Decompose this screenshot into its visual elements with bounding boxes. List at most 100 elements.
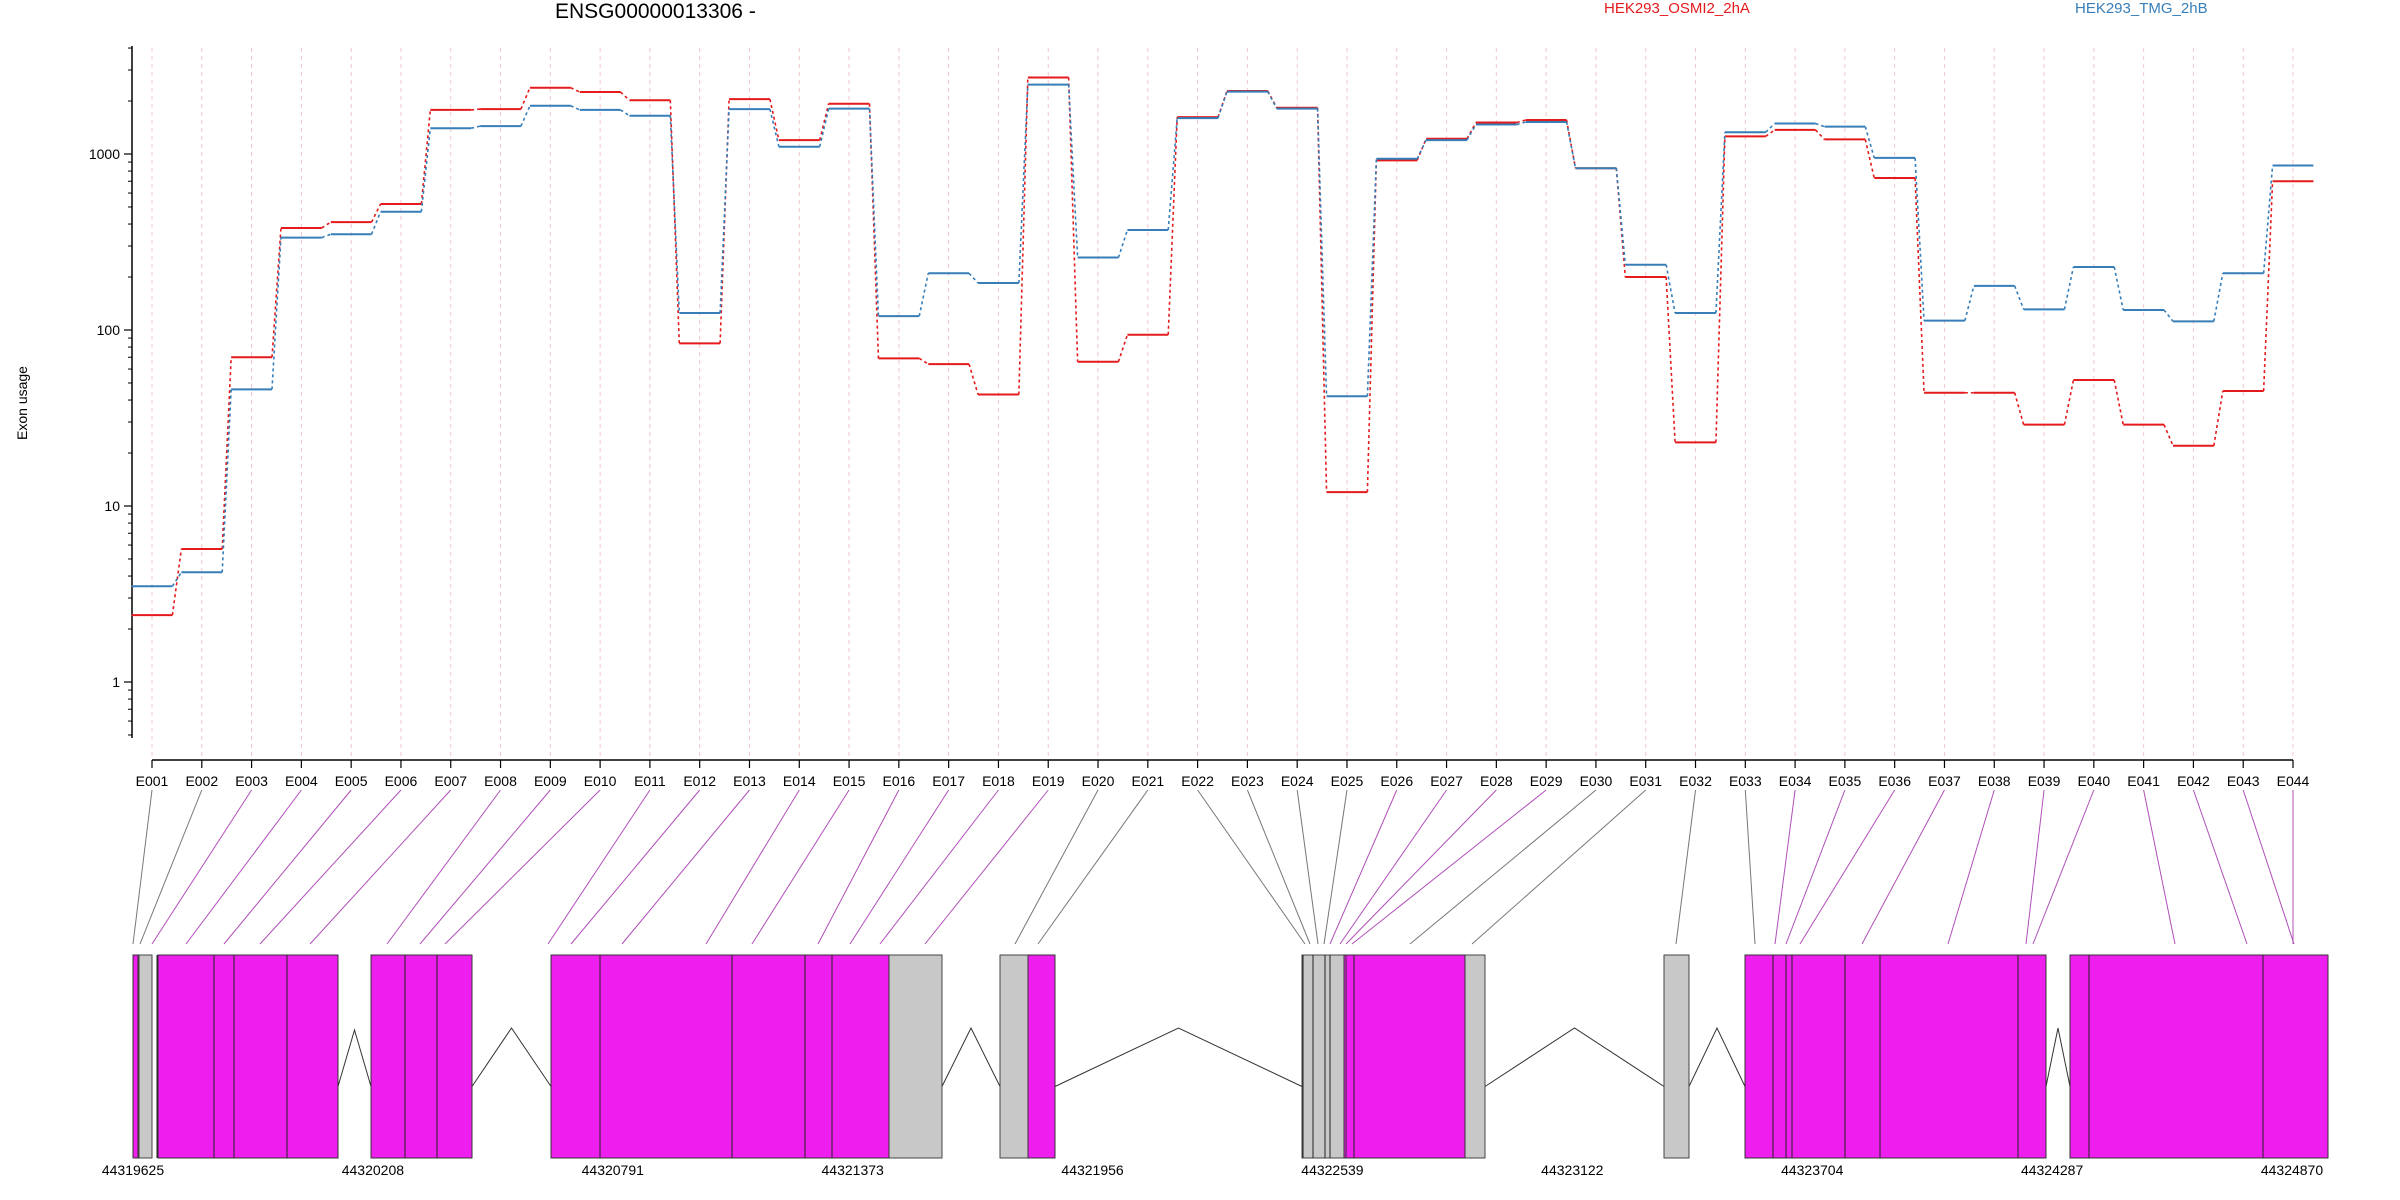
series-osmi-connector [1167,117,1178,335]
series-tmg-connector [620,109,630,117]
series-osmi-connector [1864,139,1876,179]
exon-map-line [1351,789,1547,945]
exon-map-line [1345,789,1497,945]
series-osmi-connector [171,548,183,616]
x-tick-label: E017 [932,773,965,789]
series-tmg-connector [719,109,730,313]
x-tick-label: E038 [1978,773,2011,789]
series-tmg-connector [470,125,481,130]
exon-map-line [547,789,651,945]
x-tick-label: E043 [2227,773,2260,789]
x-tick-label: E037 [1928,773,1961,789]
series-osmi-connector [520,87,531,110]
series-tmg-connector [769,108,780,147]
x-tick-label: E011 [634,773,666,789]
series-tmg-connector [420,128,432,212]
series-osmi-connector [2013,392,2025,425]
intron-line [2045,1027,2071,1087]
x-tick-label: E008 [484,773,517,789]
noncoding-exon-block [999,954,1029,1159]
series-tmg-connector [1018,84,1029,284]
series-tmg-connector [1765,122,1776,133]
series-tmg-connector [520,105,531,127]
exon-map-line [1323,789,1348,945]
x-tick-label: E026 [1380,773,1413,789]
series-osmi-connector [2163,424,2174,447]
coding-exon-block [550,954,890,1159]
exon-map-line [924,789,1049,945]
series-osmi-connector [1765,129,1776,137]
legend-series-osmi: HEK293_OSMI2_2hA [1604,0,1750,17]
exon-map-line [2192,789,2248,945]
exon-map-line [879,789,999,945]
series-osmi-connector [420,109,432,205]
exon-map-line [259,789,402,945]
x-tick-label: E020 [1082,773,1115,789]
exon-map-line [1799,789,1896,945]
exon-map-line [1744,789,1756,945]
exon-map-line [1296,789,1319,945]
x-tick-label: E044 [2277,773,2310,789]
noncoding-exon-block [1663,954,1690,1159]
series-osmi-connector [769,98,780,141]
series-tmg-connector [968,272,979,284]
series-osmi-connector [221,357,232,550]
genomic-coordinate-label: 44321373 [822,1162,885,1178]
exon-map-line [223,789,352,945]
exon-map-line [309,789,452,945]
x-tick-label: E010 [584,773,617,789]
x-tick-label: E015 [833,773,866,789]
x-tick-label: E027 [1430,773,1463,789]
genomic-coordinate-label: 44320791 [582,1162,645,1178]
legend-series-tmg: HEK293_TMG_2hB [2075,0,2208,17]
exon-map-line [621,789,750,945]
y-tick-label: 1000 [89,146,120,162]
series-osmi-connector [1814,129,1826,140]
series-osmi-connector [1466,122,1477,140]
exon-map-line [1037,789,1149,945]
exon-map-line [2242,789,2295,945]
series-tmg-connector [2213,273,2224,322]
exon-map-line [705,789,800,945]
series-osmi-connector [669,100,681,344]
x-tick-label: E041 [2127,773,2160,789]
x-tick-label: E021 [1131,773,1164,789]
series-tmg-connector [2113,266,2124,311]
series-osmi-connector [1117,334,1129,363]
series-osmi-connector [619,91,631,101]
intron-line [941,1026,1001,1087]
noncoding-exon-block [888,954,943,1159]
genomic-coordinate-label: 44324870 [2261,1162,2324,1178]
y-tick-label: 10 [104,498,120,514]
genomic-coordinate-label: 44324287 [2021,1162,2084,1178]
exon-map-line [1675,789,1697,945]
exon-map-line [849,789,950,945]
x-tick-label: E042 [2177,773,2210,789]
x-tick-label: E031 [1629,773,1662,789]
series-tmg-connector [370,211,382,235]
exon-map-line [1197,789,1306,945]
genomic-coordinate-label: 44319625 [102,1162,165,1178]
series-osmi-connector [271,227,282,358]
exon-map-line [1409,789,1597,945]
intron-line [1054,1027,1303,1087]
series-tmg-connector [918,273,930,317]
series-tmg-connector [1565,121,1577,169]
series-tmg-connector [1715,132,1726,313]
coding-exon-block [132,954,139,1159]
x-tick-label: E004 [285,773,318,789]
y-tick-label: 1 [112,674,120,690]
exon-map-line [139,789,203,945]
series-tmg-connector [1516,121,1526,126]
intron-line [471,1027,552,1087]
exon-map-line [1014,789,1099,945]
coding-exon-block [1345,954,1466,1159]
series-tmg-connector [221,389,232,573]
genomic-coordinate-label: 44322539 [1301,1162,1364,1178]
exon-map-line [1246,789,1311,945]
chart-title: ENSG00000013306 - [555,0,756,23]
series-tmg-connector [1914,157,1925,321]
intron-line [1484,1027,1665,1087]
